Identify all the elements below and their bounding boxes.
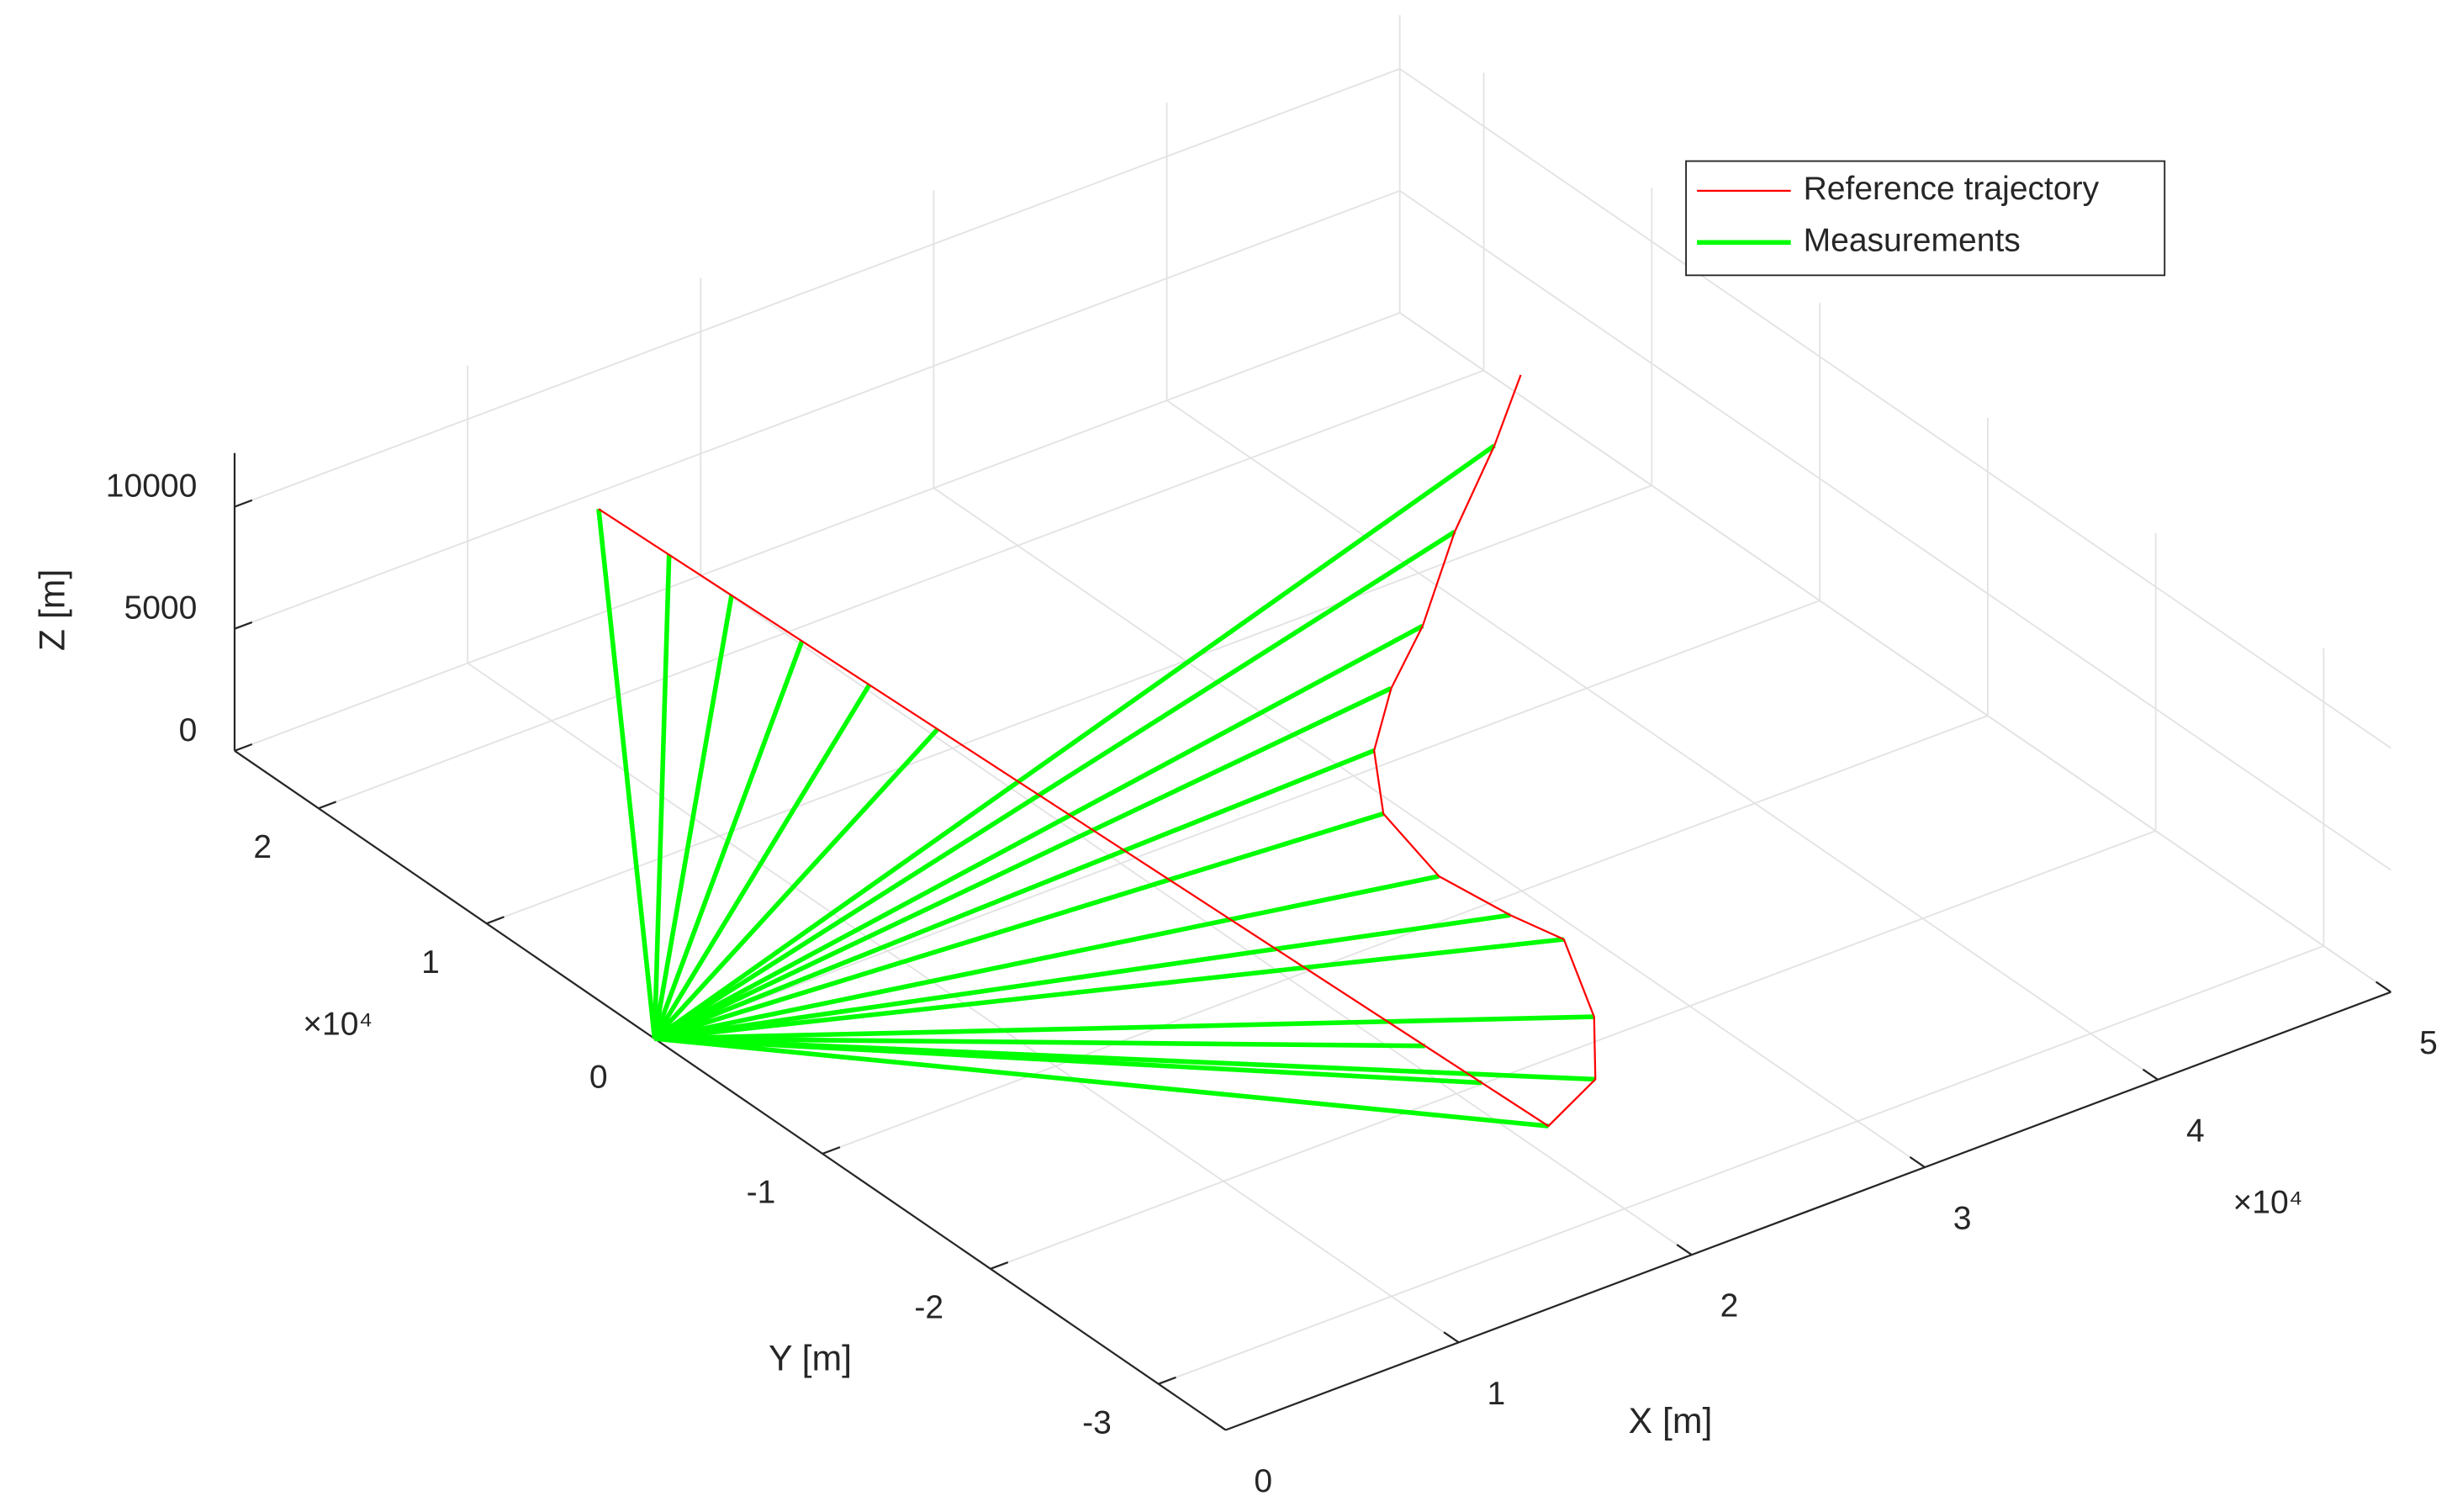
y-tick — [1158, 1376, 1176, 1385]
measurement-line — [652, 595, 734, 1039]
y-axis-label: Y [m] — [769, 1338, 852, 1378]
x-axis-label: X [m] — [1629, 1401, 1713, 1441]
grid-line — [234, 67, 1401, 508]
x-tick-label: 4 — [2186, 1113, 2205, 1149]
y-multiplier: ×10⁴ — [303, 1006, 373, 1042]
y-tick-label: -2 — [914, 1290, 943, 1326]
axes: 0 5000 10000 -3 -2 -1 0 1 2 0 1 2 3 4 5 — [106, 452, 2438, 1499]
measurement-line — [653, 811, 1384, 1041]
grid-line — [654, 600, 1821, 1039]
grid-line — [1166, 399, 2159, 1081]
grid-line — [234, 190, 1401, 630]
measurement-line — [653, 874, 1440, 1041]
x-axis — [1225, 991, 2391, 1431]
measurement-line — [654, 937, 1565, 1041]
x-tick-label: 1 — [1488, 1376, 1506, 1412]
x-tick — [1909, 1155, 1926, 1168]
x-tick-label: 3 — [1953, 1201, 1972, 1237]
z-axis-label: Z [m] — [32, 569, 72, 651]
y-tick — [990, 1261, 1009, 1270]
grid-line — [933, 487, 1926, 1168]
measurement-line — [654, 1036, 1425, 1049]
measurement-line — [652, 640, 805, 1040]
measurement-line — [653, 530, 1456, 1041]
y-tick-label: 1 — [421, 944, 440, 981]
z-tick — [234, 621, 253, 630]
measurement-line — [653, 683, 872, 1040]
x-tick — [2375, 981, 2391, 993]
grid-line — [990, 830, 2156, 1270]
x-tick-label: 2 — [1720, 1288, 1739, 1324]
grid-line — [1399, 190, 2391, 871]
grid-line — [1399, 312, 2391, 993]
grid-line — [486, 484, 1652, 925]
z-tick-label: 0 — [179, 712, 198, 748]
grid-line — [1158, 945, 2324, 1385]
y-axis — [234, 749, 1227, 1431]
trajectory-line — [598, 374, 1597, 1128]
marks — [596, 374, 1597, 1129]
z-tick — [234, 499, 253, 508]
y-tick-label: 2 — [253, 829, 272, 865]
plot-area: 0 5000 10000 -3 -2 -1 0 1 2 0 1 2 3 4 5 X [m] Y [m] Z … — [32, 15, 2438, 1499]
measurement-line — [653, 685, 1392, 1041]
measurement-line — [653, 443, 1496, 1041]
legend-label: Reference trajectory — [1804, 171, 2100, 207]
legend: Reference trajectory Measurements — [1685, 160, 2166, 277]
measurement-line — [653, 748, 1376, 1041]
grid-line — [318, 369, 1484, 810]
x-tick-label: 0 — [1254, 1463, 1272, 1499]
measurement-line — [596, 508, 658, 1039]
measurement-line — [653, 727, 940, 1040]
y-tick — [318, 801, 337, 810]
x-tick-label: 5 — [2419, 1025, 2438, 1061]
grid-line — [234, 312, 1401, 752]
grid-line — [1399, 68, 2391, 749]
y-tick-label: 0 — [589, 1060, 608, 1096]
grid-line — [822, 715, 1989, 1155]
legend-box — [1685, 160, 2166, 277]
grid — [234, 15, 2391, 1431]
measurement-line — [652, 554, 672, 1039]
x-tick — [1443, 1331, 1460, 1344]
z-tick — [234, 743, 253, 752]
x-tick — [1210, 1419, 1227, 1431]
y-tick — [822, 1146, 841, 1155]
y-tick-label: -1 — [747, 1175, 776, 1211]
measurement-line — [654, 1014, 1594, 1041]
measurement-line — [654, 912, 1511, 1041]
measurement-line — [654, 1036, 1549, 1129]
x-tick — [2142, 1068, 2159, 1081]
z-tick-label: 5000 — [124, 590, 197, 626]
y-tick-label: -3 — [1082, 1404, 1112, 1441]
measurement-line — [654, 1036, 1596, 1082]
x-tick — [1676, 1244, 1693, 1256]
measurement-line — [653, 623, 1424, 1041]
legend-label: Measurements — [1804, 223, 2021, 259]
z-tick-label: 10000 — [106, 468, 198, 505]
x-multiplier: ×10⁴ — [2233, 1185, 2302, 1221]
y-tick — [486, 916, 505, 925]
